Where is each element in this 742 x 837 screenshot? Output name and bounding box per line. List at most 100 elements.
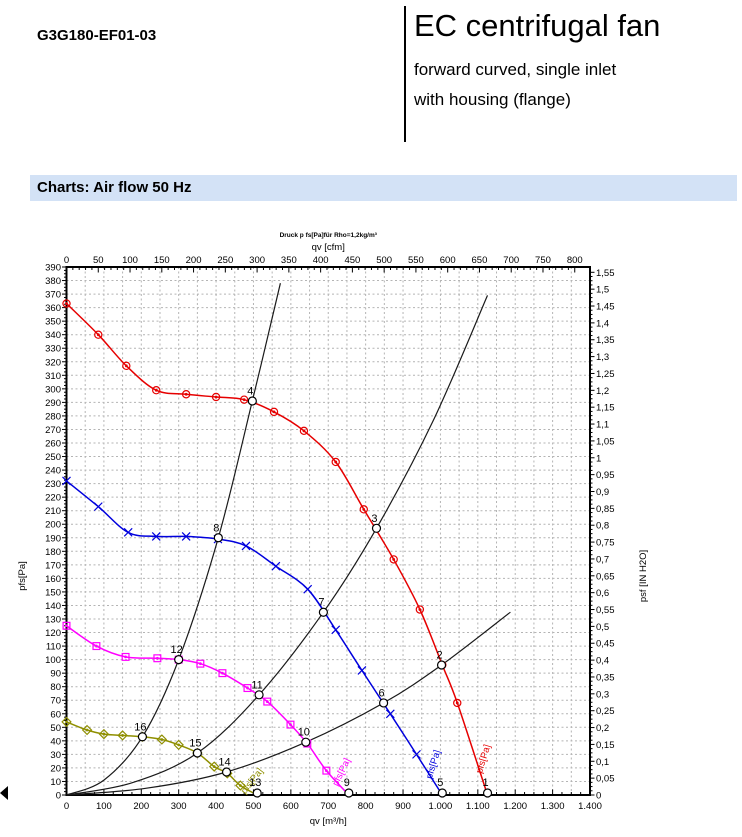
bottom-axis-title: qv [m³/h] bbox=[310, 816, 347, 827]
marker-diamond bbox=[235, 780, 246, 791]
right-tick-label: 0,5 bbox=[596, 622, 609, 633]
left-tick-label: 70 bbox=[50, 696, 61, 707]
fan-curve-speed-2-markers bbox=[62, 476, 421, 759]
left-tick-label: 60 bbox=[50, 709, 61, 720]
system-curve-b-line bbox=[66, 295, 489, 796]
right-tick-label: 0,2 bbox=[596, 723, 609, 734]
operating-point-13 bbox=[252, 788, 262, 798]
right-tick-label: 1,4 bbox=[596, 318, 609, 329]
bottom-tick-label: 1.100 bbox=[466, 801, 490, 812]
operating-point-label-10: 10 bbox=[298, 727, 310, 739]
bottom-tick-label: 100 bbox=[96, 801, 112, 812]
marker-dot bbox=[362, 507, 366, 511]
bottom-tick-label: 700 bbox=[320, 801, 336, 812]
operating-point-label-1: 1 bbox=[482, 777, 488, 789]
left-tick-label: 290 bbox=[45, 398, 61, 409]
right-tick-label: 0,95 bbox=[596, 470, 615, 481]
system-curve-a bbox=[66, 283, 281, 796]
marker-x bbox=[241, 541, 251, 551]
bottom-tick-label: 200 bbox=[133, 801, 149, 812]
marker-x bbox=[151, 531, 161, 541]
operating-point-label-15: 15 bbox=[189, 738, 201, 750]
axis-ticks bbox=[62, 266, 595, 796]
left-tick-label: 250 bbox=[45, 452, 61, 463]
marker-dot bbox=[160, 738, 164, 741]
fan-curve-speed-4: pfs[Pa] bbox=[61, 716, 266, 796]
marker-circle bbox=[359, 505, 368, 514]
operating-point-8 bbox=[213, 533, 223, 543]
marker-diamond bbox=[156, 734, 168, 745]
marker-dot bbox=[238, 784, 242, 787]
right-tick-label: 0,7 bbox=[596, 554, 609, 565]
left-tick-label: 360 bbox=[45, 303, 61, 314]
left-tick-label: 390 bbox=[45, 263, 61, 274]
marker-square bbox=[196, 659, 205, 668]
left-tick-label: 160 bbox=[45, 574, 61, 585]
fan-curve-speed-4-markers bbox=[61, 716, 246, 791]
right-tick-label: 0 bbox=[596, 791, 601, 802]
right-tick-label: 0,6 bbox=[596, 588, 609, 599]
operating-point-label-12: 12 bbox=[171, 644, 183, 656]
right-tick-label: 0,45 bbox=[596, 639, 615, 650]
operating-point-7 bbox=[318, 607, 328, 617]
operating-point-label-16: 16 bbox=[134, 721, 146, 733]
marker-dot bbox=[85, 728, 89, 732]
top-tick-label: 150 bbox=[154, 255, 170, 266]
marker-circle bbox=[211, 392, 221, 402]
left-tick-label: 150 bbox=[45, 587, 61, 598]
left-tick-label: 300 bbox=[45, 384, 61, 395]
marker-circle bbox=[152, 386, 161, 395]
right-tick-label: 0,15 bbox=[596, 740, 615, 751]
operating-point-6 bbox=[378, 698, 389, 708]
left-tick-label: 380 bbox=[45, 276, 61, 287]
left-tick-label: 270 bbox=[45, 425, 61, 436]
marker-circle bbox=[299, 426, 309, 436]
marker-x bbox=[412, 749, 421, 759]
marker-square bbox=[62, 621, 71, 630]
left-tick-label: 10 bbox=[50, 777, 61, 788]
top-tick-label: 600 bbox=[440, 255, 456, 266]
right-tick-label: 0,55 bbox=[596, 605, 615, 616]
marker-dot bbox=[265, 700, 269, 703]
left-tick-label: 220 bbox=[45, 493, 61, 504]
operating-point-label-3: 3 bbox=[371, 513, 377, 525]
bottom-tick-label: 600 bbox=[283, 801, 299, 812]
marker-diamond bbox=[61, 716, 72, 728]
marker-dot bbox=[212, 765, 216, 768]
right-tick-label: 1 bbox=[596, 453, 601, 464]
left-tick-label: 230 bbox=[45, 479, 61, 490]
left-axis-title: pfs[Pa] bbox=[17, 561, 28, 591]
left-tick-label: 260 bbox=[45, 439, 61, 450]
bottom-tick-label: 400 bbox=[208, 801, 224, 812]
marker-square bbox=[286, 720, 295, 729]
right-tick-label: 0,35 bbox=[596, 672, 615, 683]
right-tick-label: 1,55 bbox=[596, 268, 615, 279]
left-tick-label: 370 bbox=[45, 290, 61, 301]
marker-x bbox=[271, 561, 281, 571]
bottom-tick-label: 800 bbox=[358, 801, 374, 812]
marker-dot bbox=[198, 662, 202, 666]
marker-dot bbox=[289, 723, 292, 726]
right-tick-label: 1,5 bbox=[596, 285, 609, 296]
operating-point-2 bbox=[436, 660, 447, 670]
operating-point-3 bbox=[371, 523, 382, 533]
page-subtitle-2: with housing (flange) bbox=[414, 90, 571, 109]
top-tick-label: 700 bbox=[503, 255, 519, 266]
left-tick-label: 320 bbox=[45, 357, 61, 368]
left-tick-label: 30 bbox=[50, 750, 61, 761]
marker-dot bbox=[65, 720, 68, 724]
marker-square bbox=[121, 652, 130, 661]
marker-x bbox=[181, 531, 191, 541]
left-tick-label: 40 bbox=[50, 736, 61, 747]
left-tick-label: 120 bbox=[45, 628, 61, 639]
marker-circle bbox=[239, 395, 249, 404]
chart-title: Druck p fs[Pa]für Rho=1,2kg/m³ bbox=[280, 232, 378, 239]
operating-point-label-6: 6 bbox=[379, 687, 385, 699]
right-tick-label: 0,75 bbox=[596, 538, 615, 549]
right-tick-label: 0,1 bbox=[596, 757, 609, 768]
left-tick-label: 200 bbox=[45, 520, 61, 531]
axis-tick-labels: 0 50 100 150 200 250 300 350 400 450 500 550 600 650 7… bbox=[45, 255, 614, 812]
operating-point-11 bbox=[254, 690, 264, 700]
top-axis-title: qv [cfm] bbox=[312, 242, 345, 253]
